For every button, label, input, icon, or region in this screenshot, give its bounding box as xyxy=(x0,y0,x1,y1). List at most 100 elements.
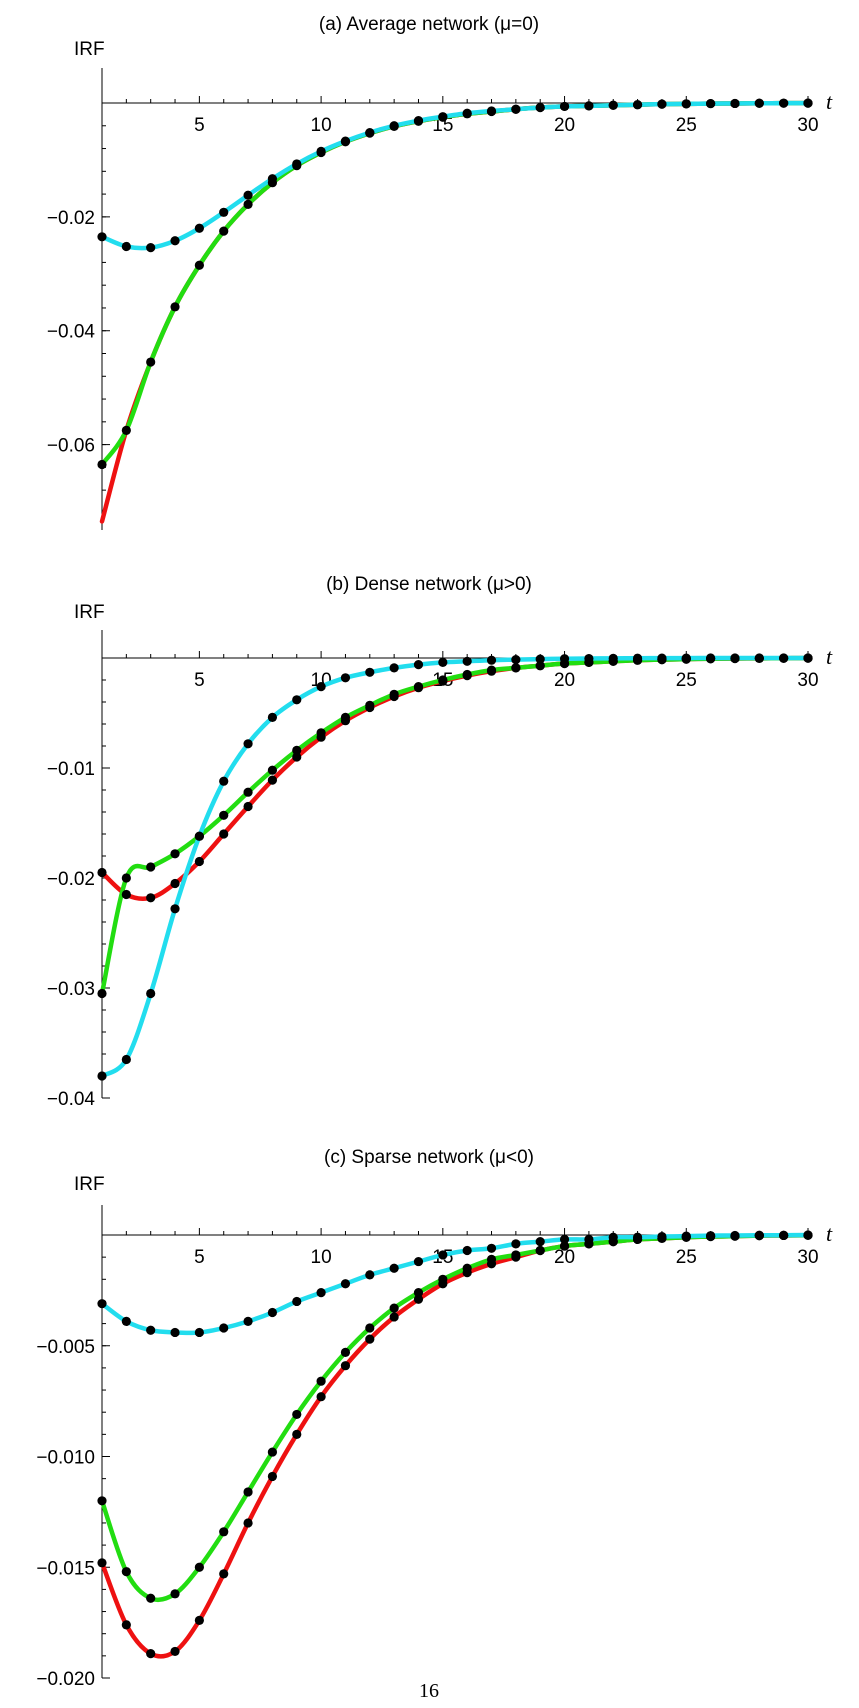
y-tick-label: −0.020 xyxy=(36,1669,95,1690)
data-point-cyan xyxy=(559,654,570,664)
data-point-cyan xyxy=(511,104,521,114)
data-point-cyan xyxy=(730,98,740,109)
data-point-green xyxy=(219,226,229,236)
data-point-cyan xyxy=(97,232,107,242)
data-point-cyan xyxy=(340,136,351,146)
data-point-cyan xyxy=(730,653,740,663)
data-point-green xyxy=(243,199,253,209)
data-point-cyan xyxy=(292,1296,302,1307)
y-tick-label: −0.03 xyxy=(47,979,95,1000)
data-point-cyan xyxy=(559,101,570,112)
data-point-red xyxy=(267,1471,278,1482)
data-point-green xyxy=(243,787,253,797)
data-point-cyan xyxy=(316,146,326,156)
data-point-cyan xyxy=(535,654,545,664)
data-point-cyan xyxy=(438,657,448,668)
data-point-cyan xyxy=(365,1270,375,1280)
data-point-green xyxy=(194,1562,204,1572)
data-point-cyan xyxy=(486,1243,497,1253)
data-point-cyan xyxy=(438,112,448,122)
data-point-cyan xyxy=(779,1230,789,1240)
data-point-red xyxy=(121,1620,131,1630)
data-point-cyan xyxy=(608,100,618,110)
data-point-red xyxy=(219,1569,229,1579)
series-line-green xyxy=(99,1232,811,1603)
series-line-cyan xyxy=(99,100,811,251)
x-tick-label: 30 xyxy=(797,115,818,136)
x-axis-label: t xyxy=(826,89,833,114)
data-point-cyan xyxy=(121,1054,131,1065)
data-point-cyan xyxy=(706,1231,716,1241)
data-point-green xyxy=(535,661,545,671)
data-point-cyan xyxy=(632,653,643,663)
data-point-cyan xyxy=(219,1323,229,1333)
y-axis-label: IRF xyxy=(74,1174,105,1195)
data-point-cyan xyxy=(535,1237,545,1247)
data-point-green xyxy=(413,1287,424,1298)
x-tick-label: 20 xyxy=(554,1247,575,1268)
x-tick-label: 25 xyxy=(676,115,697,136)
y-tick-label: −0.015 xyxy=(36,1558,95,1579)
data-point-green xyxy=(97,459,107,470)
data-point-red xyxy=(365,1334,375,1344)
data-point-red xyxy=(146,1649,156,1659)
data-point-red xyxy=(389,1312,399,1322)
data-point-cyan xyxy=(243,739,253,749)
x-tick-label: 25 xyxy=(676,1247,697,1268)
data-point-cyan xyxy=(292,159,302,169)
data-point-cyan xyxy=(146,1325,156,1335)
data-point-cyan xyxy=(511,655,521,665)
data-point-cyan xyxy=(413,1256,424,1267)
data-point-cyan xyxy=(803,98,813,108)
data-point-green xyxy=(559,1241,570,1251)
series-line-red xyxy=(99,100,811,524)
series-line-red xyxy=(99,1232,811,1659)
data-point-cyan xyxy=(535,102,545,113)
data-point-cyan xyxy=(170,904,180,914)
data-point-cyan xyxy=(657,99,667,109)
data-point-cyan xyxy=(389,1263,399,1273)
data-point-green xyxy=(486,665,497,675)
data-point-cyan xyxy=(170,236,180,246)
data-point-green xyxy=(438,1274,448,1284)
data-point-green xyxy=(121,425,131,435)
x-tick-label: 30 xyxy=(797,670,818,691)
data-point-green xyxy=(316,1376,326,1386)
data-point-cyan xyxy=(219,776,229,786)
data-point-green xyxy=(97,988,107,999)
data-point-green xyxy=(511,1250,521,1260)
data-point-cyan xyxy=(340,1279,351,1289)
data-point-cyan xyxy=(706,98,716,109)
data-point-green xyxy=(170,302,180,312)
data-point-cyan xyxy=(413,660,424,670)
data-point-cyan xyxy=(267,174,278,184)
series-line-red xyxy=(99,655,811,901)
x-tick-label: 20 xyxy=(554,670,575,691)
data-point-green xyxy=(340,1347,351,1357)
data-point-red xyxy=(97,867,107,878)
data-point-cyan xyxy=(754,98,764,108)
data-point-red xyxy=(146,893,156,903)
chart-title: (a) Average network (μ=0) xyxy=(319,14,539,35)
data-point-green xyxy=(389,1303,399,1313)
data-point-cyan xyxy=(340,673,351,683)
data-point-cyan xyxy=(706,653,716,663)
data-point-cyan xyxy=(730,1230,740,1241)
data-point-cyan xyxy=(462,108,472,118)
data-point-cyan xyxy=(779,98,789,108)
y-tick-label: −0.005 xyxy=(36,1337,95,1358)
data-point-cyan xyxy=(681,99,691,109)
data-point-cyan xyxy=(243,1316,253,1326)
series-line-green xyxy=(99,100,811,467)
data-point-green xyxy=(511,663,521,673)
y-tick-label: −0.010 xyxy=(36,1448,95,1469)
data-point-cyan xyxy=(438,1250,448,1260)
data-point-green xyxy=(365,1323,375,1333)
data-point-cyan xyxy=(462,1245,472,1256)
data-point-cyan xyxy=(779,653,789,663)
data-point-green xyxy=(413,682,424,692)
data-point-cyan xyxy=(584,101,594,111)
data-point-cyan xyxy=(608,1232,618,1242)
data-point-cyan xyxy=(97,1299,107,1309)
